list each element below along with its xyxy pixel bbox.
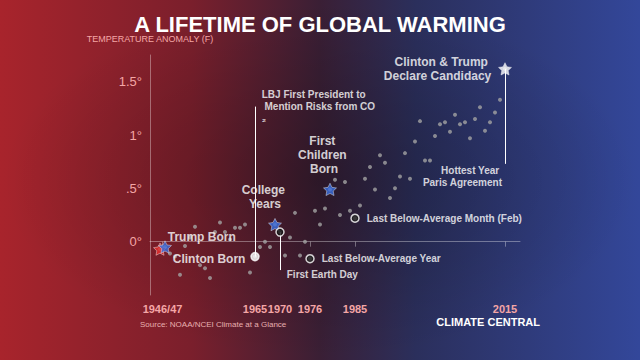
svg-text:0°: 0° [130, 234, 142, 249]
svg-text:1°: 1° [130, 128, 142, 143]
svg-text:A LIFETIME OF GLOBAL WARMING: A LIFETIME OF GLOBAL WARMING [134, 12, 506, 37]
svg-text:Declare Candidacy: Declare Candidacy [384, 69, 492, 83]
svg-text:Children: Children [298, 148, 350, 162]
svg-text:First: First [309, 134, 338, 148]
svg-text:1965: 1965 [243, 303, 267, 315]
svg-text:.5°: .5° [126, 181, 142, 196]
svg-text:Born: Born [310, 162, 338, 176]
svg-text:1976: 1976 [298, 303, 322, 315]
svg-text:Paris Agreement: Paris Agreement [423, 177, 503, 188]
svg-text:Hottest Year: Hottest Year [441, 165, 502, 176]
svg-text:LBJ First President to: LBJ First President to [262, 89, 366, 100]
svg-text:Years: Years [249, 197, 281, 211]
svg-text:CLIMATE CENTRAL: CLIMATE CENTRAL [436, 316, 540, 328]
svg-text:Last Below-Average Year: Last Below-Average Year [322, 253, 441, 264]
svg-text:Trump Born: Trump Born [168, 230, 236, 244]
svg-text:Source: NOAA/NCEI Climate at a: Source: NOAA/NCEI Climate at a Glance [140, 320, 287, 329]
svg-text:1985: 1985 [343, 303, 367, 315]
svg-text:1.5°: 1.5° [119, 74, 142, 89]
svg-text:2015: 2015 [493, 303, 517, 315]
svg-text:1946/47: 1946/47 [143, 303, 183, 315]
svg-text:College: College [242, 183, 289, 197]
svg-text:Clinton Born: Clinton Born [173, 252, 246, 266]
svg-text:TEMPERATURE ANOMALY (F): TEMPERATURE ANOMALY (F) [86, 33, 214, 44]
svg-text:1970: 1970 [268, 303, 292, 315]
svg-text:Clinton & Trump: Clinton & Trump [395, 55, 492, 69]
svg-text:First Earth Day: First Earth Day [287, 269, 359, 280]
svg-text:Last Below-Average Month (Feb): Last Below-Average Month (Feb) [367, 213, 522, 224]
svg-text:₂: ₂ [262, 113, 266, 124]
svg-text:Mention Risks from CO: Mention Risks from CO [262, 101, 376, 112]
